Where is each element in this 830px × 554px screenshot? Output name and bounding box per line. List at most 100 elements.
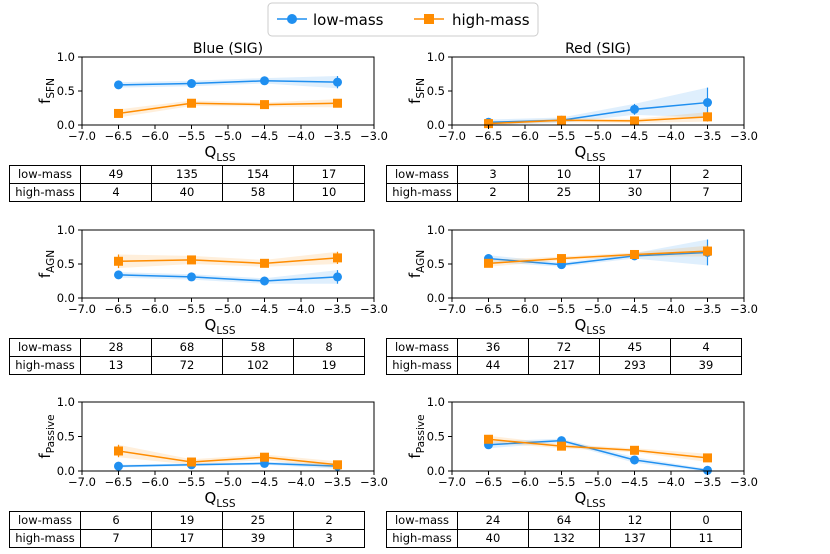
data-point-high-mass	[260, 452, 269, 462]
x-axis-label: QLSS	[205, 489, 236, 510]
x-tick-label: −5.0	[214, 302, 242, 316]
x-tick-label: −5.0	[214, 129, 242, 143]
count-cell: 132	[528, 529, 600, 548]
row-label: high-mass	[9, 183, 81, 202]
count-cell: 72	[528, 338, 600, 357]
error-band-low-mass	[488, 239, 708, 267]
y-axis-label: fAGN	[406, 250, 427, 278]
x-tick-label: −5.0	[584, 475, 612, 489]
x-tick-label: −6.5	[105, 129, 133, 143]
count-table-sfn-red: low-mass 3 10 17 2 high-mass 2 25 30 7	[386, 165, 742, 202]
y-axis-label-subscript: Passive	[45, 414, 57, 453]
count-cell: 154	[222, 165, 294, 184]
count-cell: 217	[528, 356, 600, 375]
data-point-high-mass	[630, 116, 639, 126]
series-line-high-mass	[118, 257, 338, 265]
x-tick-label: −5.0	[584, 302, 612, 316]
y-axis-label-subscript: AGN	[415, 250, 427, 273]
y-tick-label: 1.0	[427, 50, 445, 64]
row-label: high-mass	[9, 356, 81, 375]
y-tick-label: 0.5	[427, 430, 445, 444]
x-tick-label: −6.0	[141, 302, 169, 316]
x-tick-label: −5.5	[178, 129, 206, 143]
x-tick-label: −4.5	[621, 475, 649, 489]
row-label: low-mass	[9, 165, 81, 184]
panel-AGN-blue: −7.0 −6.5 −6.0 −5.5 −5.0 −4.5 −4.0 −3.5 −3.0 0.0 0…	[36, 223, 388, 337]
y-tick-label: 0.0	[57, 291, 75, 305]
y-axis-label-subscript: AGN	[45, 250, 57, 273]
x-tick-label: −7.0	[68, 302, 96, 316]
y-axis-label: fPassive	[406, 414, 427, 458]
x-tick-label: −6.5	[475, 475, 503, 489]
x-axis-label-subscript: LSS	[216, 152, 236, 164]
x-tick-label: −3.5	[694, 129, 722, 143]
data-point-high-mass	[703, 453, 712, 463]
legend-label-high-mass: high-mass	[452, 11, 530, 29]
x-tick-label: −6.5	[105, 302, 133, 316]
data-point-high-mass	[703, 246, 712, 256]
legend-marker-high-mass	[424, 14, 434, 24]
data-point-high-mass	[114, 446, 123, 456]
data-point-low-mass	[187, 79, 196, 89]
panel-SFN-red: −7.0 −6.5 −6.0 −5.5 −5.0 −4.5 −4.0 −3.5 −3.0 0.0 0…	[406, 41, 758, 164]
series-line-high-mass	[118, 102, 338, 115]
panel-title: Red (SIG)	[565, 41, 631, 57]
x-tick-label: −6.0	[141, 475, 169, 489]
row-label: low-mass	[9, 338, 81, 357]
x-axis-label: QLSS	[575, 489, 606, 510]
legend-marker-low-mass	[287, 14, 297, 24]
x-tick-label: −4.0	[657, 129, 685, 143]
count-cell: 7	[80, 529, 152, 548]
table-row: high-mass 2 25 30 7	[386, 183, 742, 202]
x-tick-label: −5.5	[178, 475, 206, 489]
y-tick-label: 0.5	[57, 257, 75, 271]
data-point-high-mass	[630, 445, 639, 455]
count-cell: 40	[151, 183, 223, 202]
count-cell: 72	[151, 356, 223, 375]
count-cell: 2	[457, 183, 529, 202]
count-cell: 44	[457, 356, 529, 375]
x-tick-label: −4.0	[657, 302, 685, 316]
count-cell: 3	[293, 529, 365, 548]
x-tick-label: −3.5	[324, 302, 352, 316]
x-tick-label: −3.0	[360, 302, 388, 316]
count-cell: 293	[599, 356, 671, 375]
count-cell: 36	[457, 338, 529, 357]
data-point-low-mass	[333, 272, 342, 282]
x-tick-label: −6.0	[141, 129, 169, 143]
data-point-low-mass	[703, 98, 712, 108]
count-cell: 25	[528, 183, 600, 202]
table-row: high-mass 44 217 293 39	[386, 356, 742, 375]
data-point-high-mass	[703, 112, 712, 122]
count-cell: 11	[670, 529, 742, 548]
x-tick-label: −4.0	[287, 302, 315, 316]
count-cell: 39	[670, 356, 742, 375]
count-table-passive-red: low-mass 24 64 12 0 high-mass 40 132 137…	[386, 511, 742, 548]
count-cell: 4	[80, 183, 152, 202]
row-label: high-mass	[386, 183, 458, 202]
count-table-sfn-blue: low-mass 49 135 154 17 high-mass 4 40 58…	[9, 165, 365, 202]
count-cell: 24	[457, 511, 529, 530]
data-point-low-mass	[114, 270, 123, 280]
x-tick-label: −6.0	[511, 302, 539, 316]
x-tick-label: −5.5	[548, 475, 576, 489]
count-cell: 7	[670, 183, 742, 202]
y-tick-label: 0.0	[427, 464, 445, 478]
x-tick-label: −5.0	[214, 475, 242, 489]
x-tick-label: −6.0	[511, 475, 539, 489]
count-table-agn-blue: low-mass 28 68 58 8 high-mass 13 72 102 …	[9, 338, 365, 375]
count-cell: 17	[293, 165, 365, 184]
x-axis-label: QLSS	[575, 316, 606, 337]
count-cell: 135	[151, 165, 223, 184]
count-cell: 45	[599, 338, 671, 357]
count-cell: 19	[151, 511, 223, 530]
data-point-high-mass	[187, 255, 196, 265]
table-row: low-mass 24 64 12 0	[386, 511, 742, 530]
count-cell: 2	[670, 165, 742, 184]
y-axis-label: fAGN	[36, 250, 57, 278]
y-tick-label: 0.5	[427, 84, 445, 98]
x-tick-label: −3.0	[730, 129, 758, 143]
table-row: low-mass 49 135 154 17	[9, 165, 365, 184]
x-tick-label: −5.0	[584, 129, 612, 143]
table-row: low-mass 28 68 58 8	[9, 338, 365, 357]
